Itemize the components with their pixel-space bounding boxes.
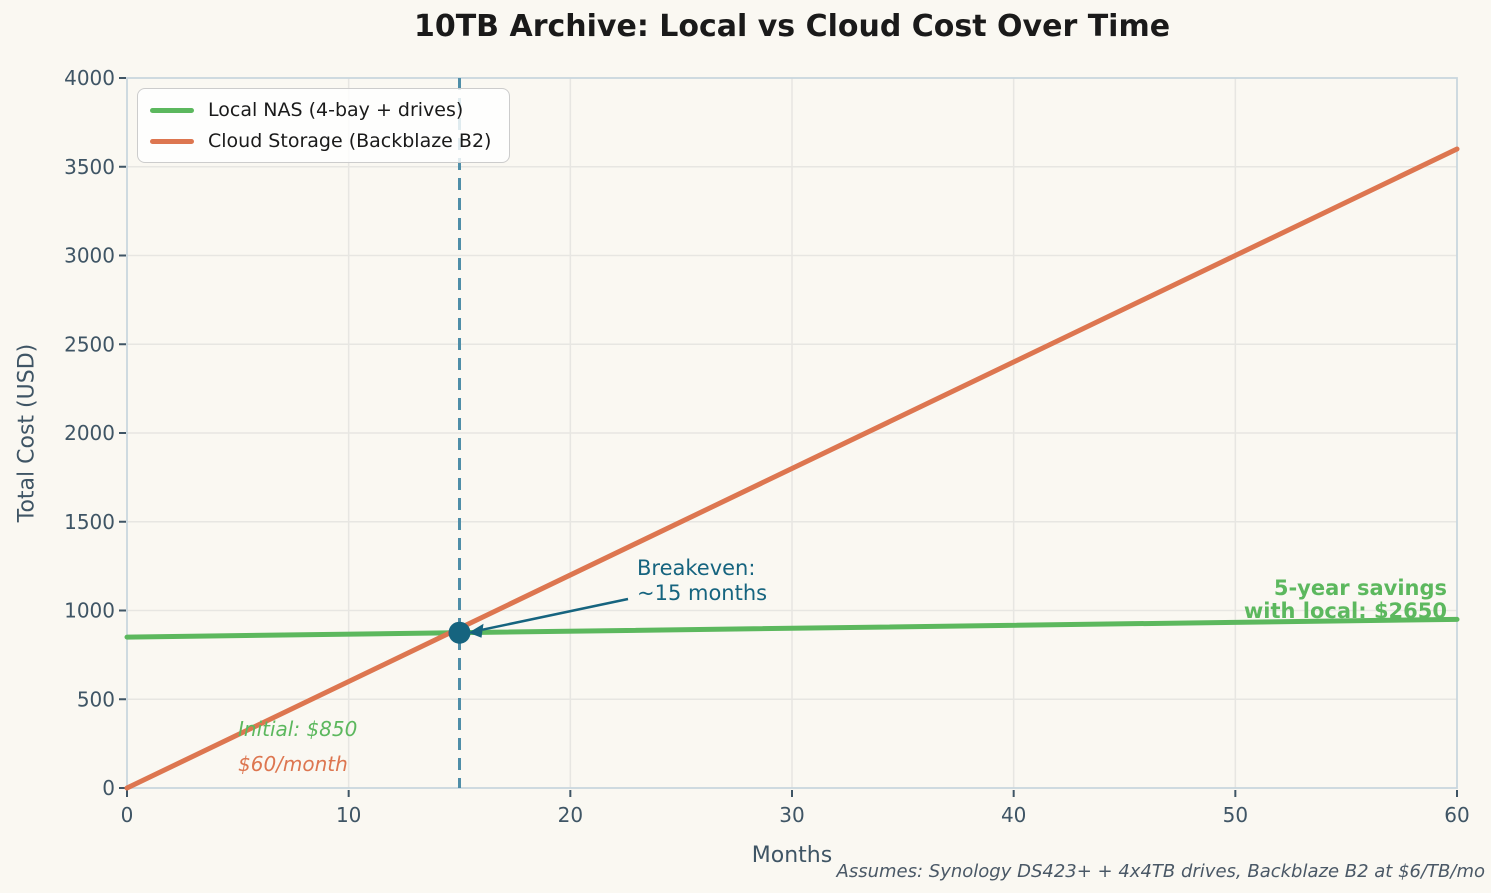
savings-annotation: 5-year savings with local: $2650 bbox=[1244, 577, 1447, 623]
y-tick-label: 2500 bbox=[64, 332, 115, 356]
y-tick-label: 4000 bbox=[64, 66, 115, 90]
breakeven-annotation: Breakeven: ~15 months bbox=[637, 556, 767, 606]
legend-item-local-nas: Local NAS (4-bay + drives) bbox=[150, 99, 491, 121]
y-tick-label: 2000 bbox=[64, 421, 115, 445]
y-tick-label: 1000 bbox=[64, 599, 115, 623]
savings-annotation-line2: with local: $2650 bbox=[1243, 599, 1447, 623]
y-tick-label: 500 bbox=[77, 687, 115, 711]
x-tick-label: 0 bbox=[121, 803, 134, 827]
x-tick-label: 40 bbox=[1001, 803, 1026, 827]
breakeven-annotation-line1: Breakeven: bbox=[637, 556, 756, 580]
y-tick-label: 3500 bbox=[64, 155, 115, 179]
x-tick-label: 20 bbox=[558, 803, 583, 827]
legend-label-cloud-storage: Cloud Storage (Backblaze B2) bbox=[208, 130, 492, 152]
legend-item-cloud-storage: Cloud Storage (Backblaze B2) bbox=[150, 130, 491, 152]
breakeven-arrow-line bbox=[482, 597, 629, 631]
initial-cost-annotation: Initial: $850 bbox=[238, 717, 358, 741]
x-tick-label: 60 bbox=[1444, 803, 1469, 827]
legend: Local NAS (4-bay + drives) Cloud Storage… bbox=[137, 88, 511, 163]
x-tick-label: 10 bbox=[336, 803, 361, 827]
breakeven-marker bbox=[448, 621, 471, 644]
series-line-cloud-storage bbox=[124, 146, 1460, 791]
y-tick-label: 1500 bbox=[64, 510, 115, 534]
legend-swatch-local-nas bbox=[150, 107, 194, 113]
y-tick-label: 3000 bbox=[64, 244, 115, 268]
breakeven-annotation-line2: ~15 months bbox=[637, 581, 768, 605]
axes-spines bbox=[126, 77, 1458, 789]
monthly-cost-annotation: $60/month bbox=[238, 752, 348, 776]
breakeven-arrow-head bbox=[468, 623, 484, 638]
assumptions-footnote: Assumes: Synology DS423+ + 4x4TB drives,… bbox=[836, 861, 1485, 882]
x-axis-label: Months bbox=[751, 843, 833, 868]
y-tick-label: 0 bbox=[102, 776, 115, 800]
legend-swatch-cloud-storage bbox=[150, 138, 194, 144]
savings-annotation-line1: 5-year savings bbox=[1273, 576, 1447, 600]
x-tick-label: 50 bbox=[1223, 803, 1248, 827]
chart-title: 10TB Archive: Local vs Cloud Cost Over T… bbox=[413, 9, 1171, 44]
series-line-local-nas bbox=[124, 616, 1460, 640]
x-tick-label: 30 bbox=[779, 803, 804, 827]
y-axis-label: Total Cost (USD) bbox=[14, 343, 40, 523]
legend-label-local-nas: Local NAS (4-bay + drives) bbox=[208, 99, 464, 121]
